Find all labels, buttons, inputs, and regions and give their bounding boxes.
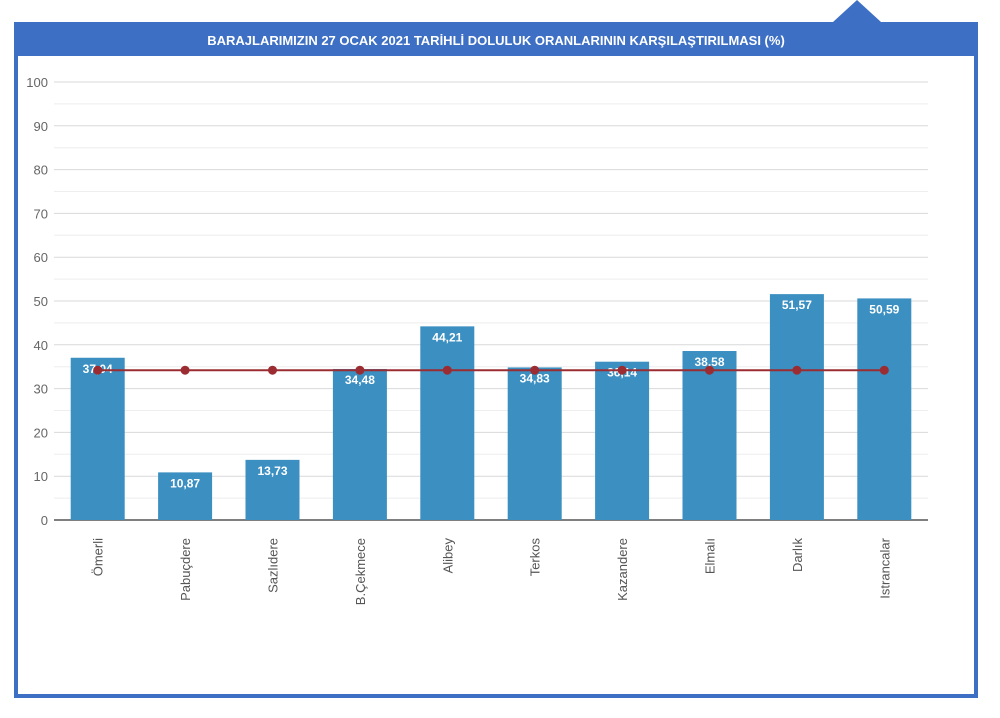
average-marker xyxy=(442,365,452,375)
data-label: 34,83 xyxy=(520,371,550,385)
category-label: Terkos xyxy=(528,538,543,577)
data-label: 38,58 xyxy=(694,355,724,369)
header-tab-notch xyxy=(833,0,881,22)
chart-title: BARAJLARIMIZIN 27 OCAK 2021 TARİHLİ DOLU… xyxy=(18,26,974,56)
bar xyxy=(420,326,475,520)
y-tick-label: 30 xyxy=(34,382,48,397)
average-marker xyxy=(530,365,540,375)
data-label: 34,48 xyxy=(345,373,375,387)
bar xyxy=(857,298,912,520)
y-tick-label: 50 xyxy=(34,294,48,309)
average-marker xyxy=(93,365,103,375)
category-label: Darlık xyxy=(790,538,805,572)
bar xyxy=(595,361,650,520)
bar xyxy=(158,472,213,520)
average-marker xyxy=(268,365,277,375)
bar xyxy=(70,357,125,520)
average-marker xyxy=(355,365,365,375)
category-label: Kazandere xyxy=(615,538,630,601)
category-label: Ömerli xyxy=(91,538,106,576)
bar xyxy=(332,368,387,520)
y-tick-label: 70 xyxy=(34,206,48,221)
category-label: Alibey xyxy=(440,538,455,574)
category-label: B.Çekmece xyxy=(353,538,368,605)
bar xyxy=(769,294,824,520)
category-label: Sazlıdere xyxy=(266,538,281,593)
average-marker xyxy=(792,365,802,375)
y-tick-label: 60 xyxy=(34,250,48,265)
average-marker xyxy=(617,365,627,375)
y-tick-label: 20 xyxy=(34,425,48,440)
average-marker xyxy=(180,365,190,375)
y-tick-label: 100 xyxy=(26,75,48,90)
average-marker xyxy=(879,365,889,375)
y-tick-label: 10 xyxy=(34,469,48,484)
category-label: Elmalı xyxy=(703,538,718,574)
data-label: 10,87 xyxy=(170,476,200,490)
data-label: 50,59 xyxy=(869,302,899,316)
y-tick-label: 90 xyxy=(34,119,48,134)
average-marker xyxy=(705,365,714,375)
bar xyxy=(682,351,737,520)
bar xyxy=(507,367,562,520)
category-label: Pabuçdere xyxy=(178,538,193,601)
y-tick-label: 40 xyxy=(34,338,48,353)
bar xyxy=(245,459,300,520)
y-tick-label: 0 xyxy=(41,513,48,528)
data-label: 51,57 xyxy=(782,298,812,312)
y-tick-label: 80 xyxy=(34,163,48,178)
data-label: 44,21 xyxy=(432,330,462,344)
category-label: Istrancalar xyxy=(877,537,892,598)
data-label: 13,73 xyxy=(257,464,287,478)
